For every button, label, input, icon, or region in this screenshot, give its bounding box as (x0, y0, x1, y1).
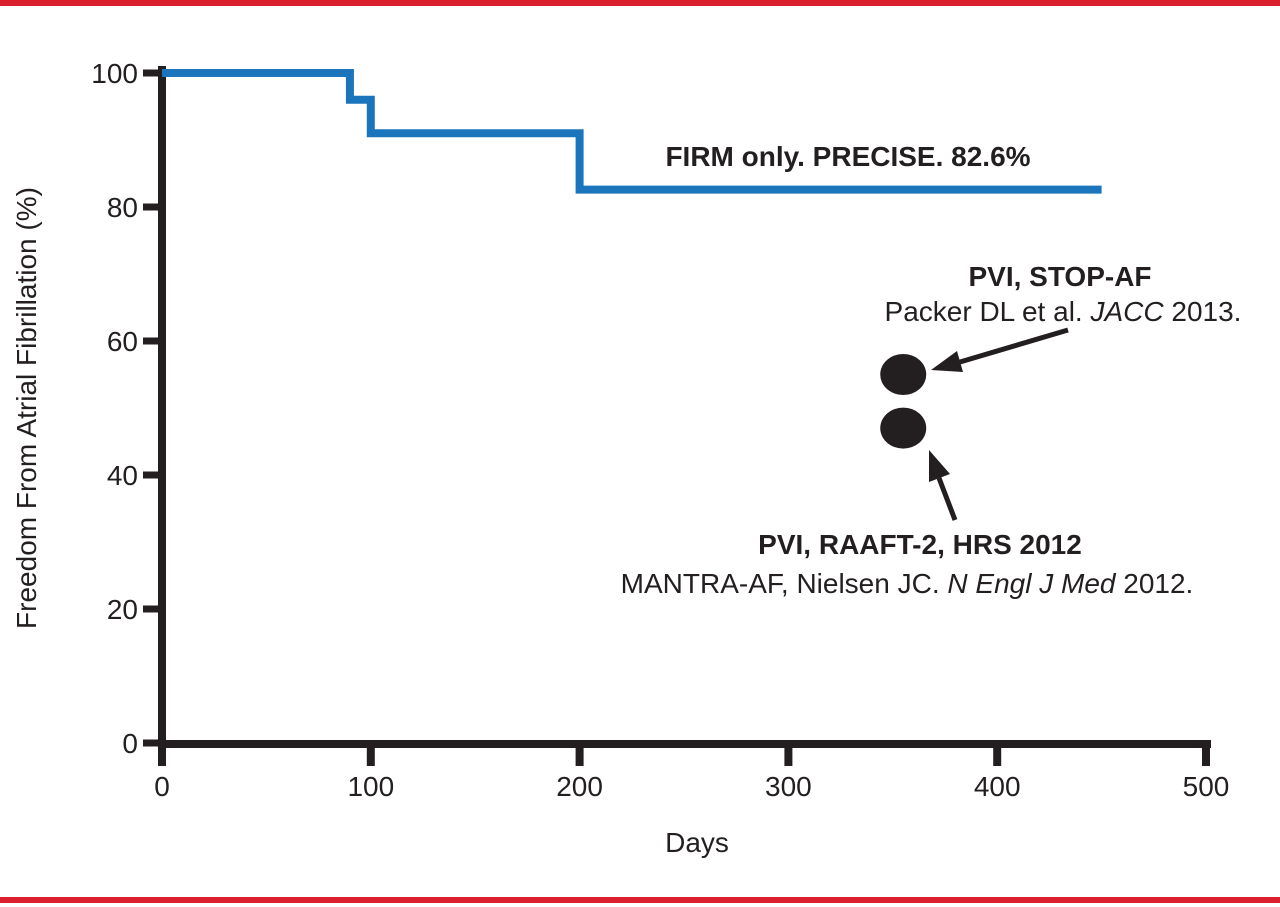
arrow-to-stopaf-dot-head (931, 351, 963, 372)
x-tick (784, 744, 793, 766)
x-tick-label: 400 (974, 771, 1021, 802)
journal-name-italic: JACC (1090, 296, 1164, 328)
x-tick (158, 744, 166, 766)
citation-text: 2012. (1115, 568, 1194, 600)
citation-text: Packer DL et al. (884, 296, 1091, 328)
y-tick-label: 100 (91, 58, 138, 89)
citation-text: 2013. (1163, 296, 1242, 328)
y-tick (143, 739, 158, 747)
x-tick (366, 744, 375, 766)
x-tick-label: 100 (347, 771, 394, 802)
study-marker-dot-0 (880, 354, 927, 395)
y-tick-label: 20 (107, 594, 138, 625)
x-tick (1202, 744, 1210, 766)
y-tick-label: 60 (107, 326, 138, 357)
annotation-stopaf-title: PVI, STOP-AF (968, 261, 1152, 293)
y-tick (143, 471, 158, 479)
y-tick (143, 605, 158, 613)
x-tick (575, 744, 584, 766)
study-marker-dot-1 (880, 407, 927, 449)
x-axis-title: Days (665, 827, 729, 859)
bottom-red-border (0, 897, 1280, 903)
x-axis-spine (158, 740, 1211, 748)
x-tick (993, 744, 1002, 766)
top-red-border (0, 0, 1280, 6)
survival-step-line (162, 69, 1102, 194)
annotation-stopaf-citation: Packer DL et al. JACC 2013. (885, 295, 1242, 329)
citation-text: MANTRA-AF, Nielsen JC. (620, 568, 948, 600)
x-tick-label: 500 (1183, 771, 1230, 802)
arrow-to-raaft2-dot-shaft (936, 477, 958, 521)
y-axis-spine (158, 66, 166, 748)
y-tick (143, 203, 158, 211)
y-tick-label: 0 (122, 728, 138, 759)
series-label-firm-precise: FIRM only. PRECISE. 82.6% (665, 141, 1031, 173)
arrow-to-raaft2-dot-head (929, 450, 950, 482)
x-tick-label: 200 (556, 771, 603, 802)
arrow-to-stopaf-dot-shaft (959, 327, 1069, 365)
x-tick-label: 0 (154, 771, 170, 802)
y-tick-label: 80 (107, 192, 138, 223)
x-tick-label: 300 (765, 771, 812, 802)
y-tick (143, 69, 158, 77)
annotation-raaft2-title: PVI, RAAFT-2, HRS 2012 (758, 529, 1082, 561)
annotation-raaft2-citation: MANTRA-AF, Nielsen JC. N Engl J Med 2012… (621, 567, 1194, 601)
y-tick (143, 337, 158, 345)
y-axis-title: Freedom From Atrial Fibrillation (%) (11, 187, 43, 629)
y-tick-label: 40 (107, 460, 138, 491)
journal-name-italic: N Engl J Med (947, 568, 1116, 600)
